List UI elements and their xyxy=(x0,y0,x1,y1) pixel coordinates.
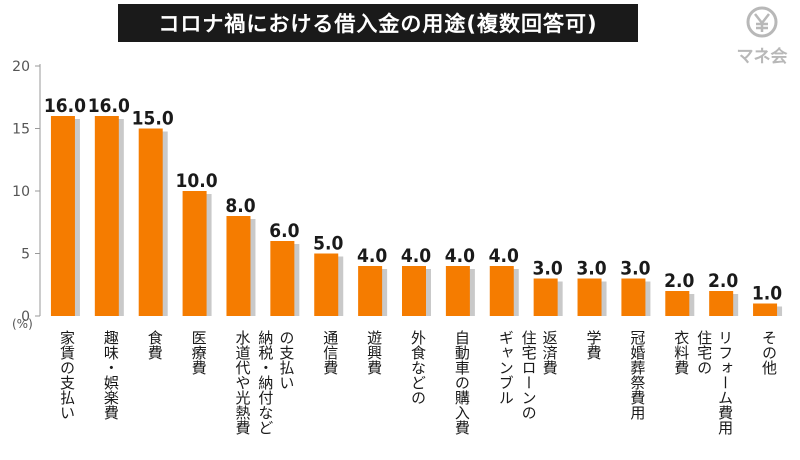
value-label: 16.0 xyxy=(44,95,86,117)
bars: 16.0 16.015.010.08.06.05.04.0 4.0 4.0 4.03.0… xyxy=(44,95,782,316)
bar xyxy=(138,128,163,316)
bar xyxy=(270,241,295,316)
value-label: 10.0 xyxy=(175,170,217,192)
y-tick-label: 15 xyxy=(12,122,30,138)
chart-title: コロナ禍における借入金の用途(複数回答可) xyxy=(118,4,638,42)
y-tick-label: 20 xyxy=(12,59,30,75)
value-label: 5.0 xyxy=(313,233,343,255)
bar xyxy=(709,291,734,316)
value-label: 4.0 xyxy=(489,245,519,267)
bar xyxy=(489,266,514,316)
value-label: 16.0 xyxy=(88,95,130,117)
brand-logo: マネ会 xyxy=(737,6,788,67)
value-label: 2.0 xyxy=(664,270,694,292)
value-label: 4.0 xyxy=(357,245,387,267)
category-label: 衣料費 xyxy=(672,330,690,375)
category-label: ギャンブル xyxy=(497,330,515,405)
bar xyxy=(94,116,119,316)
category-label: の支払い xyxy=(277,330,295,390)
value-label: 4.0 xyxy=(401,245,431,267)
category-label: 外食などの xyxy=(409,330,427,405)
category-label: 家賃の支払い xyxy=(58,330,76,420)
y-axis: 0 5 10 15 20 xyxy=(12,59,41,325)
yen-coin-icon xyxy=(746,6,778,38)
value-label: 6.0 xyxy=(269,220,299,242)
bar xyxy=(226,216,251,316)
value-label: 15.0 xyxy=(132,108,174,130)
bar xyxy=(314,253,339,316)
category-label: その他 xyxy=(760,330,778,376)
bar xyxy=(445,266,470,316)
value-label: 1.0 xyxy=(752,283,782,305)
category-label: 食費 xyxy=(146,330,164,360)
bar xyxy=(50,116,75,316)
category-label: 納税・納付など xyxy=(256,330,274,435)
bar xyxy=(577,278,602,316)
bar xyxy=(358,266,383,316)
value-label: 3.0 xyxy=(620,258,650,280)
category-label: 趣味・娯楽費 xyxy=(102,330,120,420)
value-label: 4.0 xyxy=(445,245,475,267)
value-label: 8.0 xyxy=(225,195,255,217)
bar xyxy=(182,191,207,316)
category-label: 遊興費 xyxy=(365,330,383,375)
value-label: 3.0 xyxy=(533,258,563,280)
category-label: 学費 xyxy=(585,330,603,360)
category-label: リフォーム費用 xyxy=(716,330,734,436)
y-tick-label: 0 xyxy=(21,309,30,325)
category-label: 自動車の購入費 xyxy=(453,330,471,435)
bar xyxy=(621,278,646,316)
brand-name: マネ会 xyxy=(737,46,788,67)
category-label: 医療費 xyxy=(190,330,208,375)
category-label: 住宅の xyxy=(695,330,713,375)
category-label: 通信費 xyxy=(321,330,339,375)
y-unit-label: (%) xyxy=(12,317,33,331)
bar xyxy=(665,291,690,316)
y-tick-label: 5 xyxy=(21,247,30,263)
value-label: 2.0 xyxy=(708,270,738,292)
category-label: 返済費 xyxy=(541,330,559,375)
bar xyxy=(533,278,558,316)
category-label: 冠婚葬祭費用 xyxy=(628,330,646,421)
bar xyxy=(753,303,778,316)
y-tick-label: 10 xyxy=(12,184,30,200)
value-label: 3.0 xyxy=(576,258,606,280)
category-label: 住宅ローンの xyxy=(520,330,538,420)
bar xyxy=(402,266,426,316)
category-label: 水道代や光熱費 xyxy=(233,330,251,435)
